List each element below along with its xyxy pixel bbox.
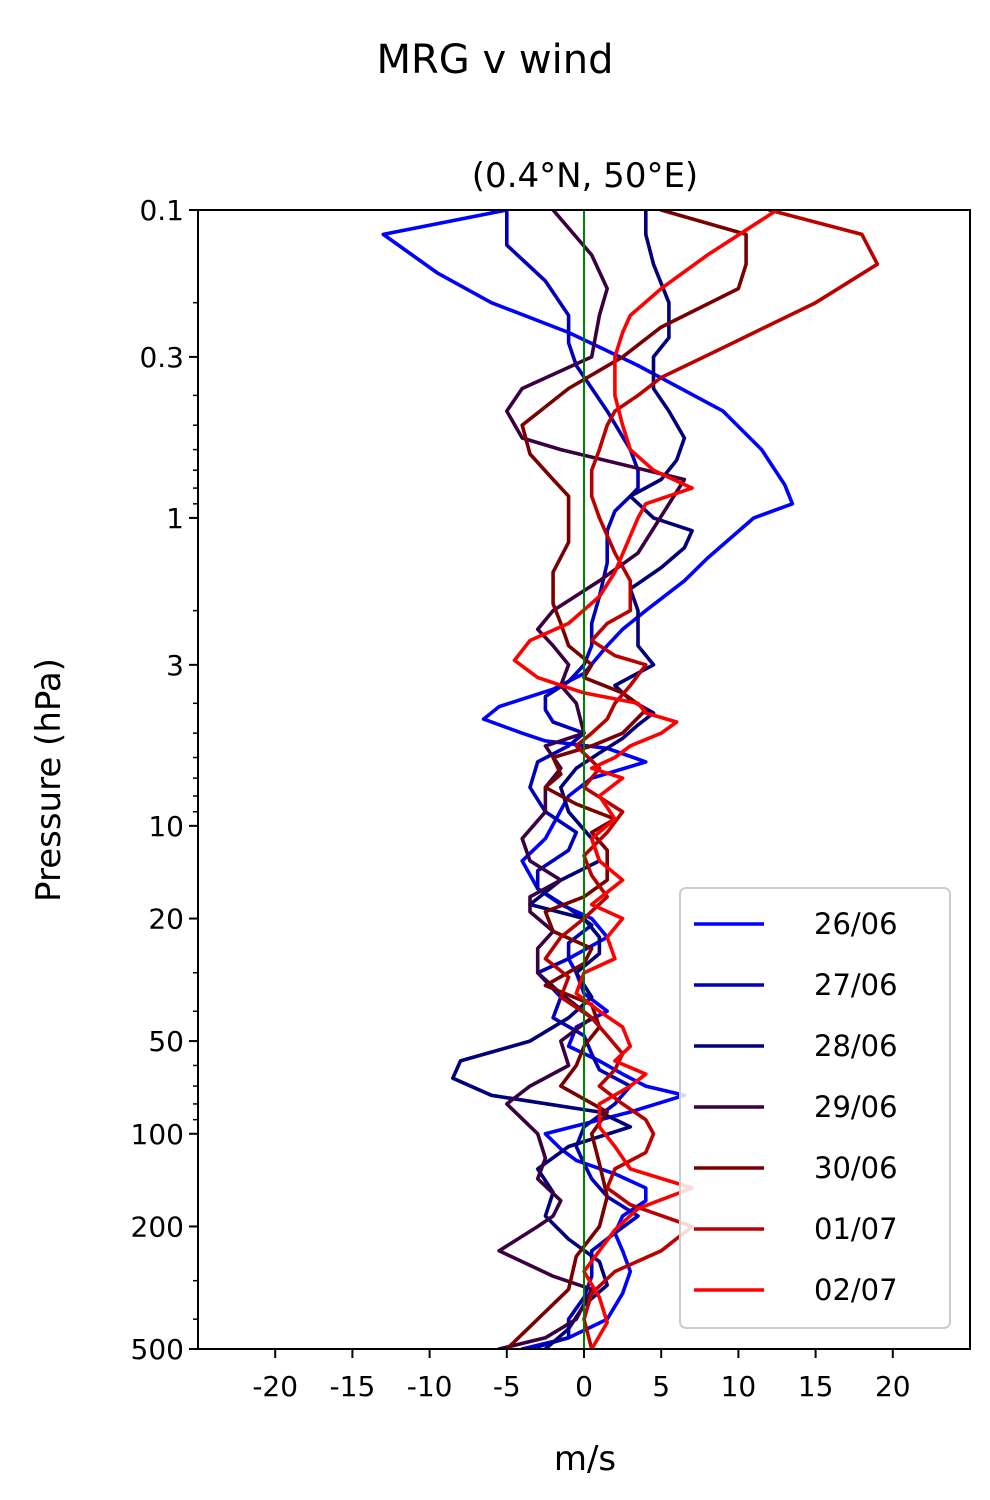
x-axis-label: m/s [554,1439,616,1479]
y-tick-label: 20 [148,903,184,936]
y-tick-label: 100 [131,1118,184,1151]
legend-label: 26/06 [814,907,898,941]
series-line-28-06 [450,210,694,1349]
x-tick-label: 10 [721,1370,757,1403]
y-tick-label: 3 [166,649,184,682]
y-tick-label: 10 [148,810,184,843]
x-tick-label: -20 [252,1370,298,1403]
x-tick-label: 5 [652,1370,670,1403]
y-tick-label: 1 [166,502,184,535]
plot-area: -20 -15 -10 -5 0 5 10 15 20 0.1 0.3 1 3 10 20 50 100 200 5… [131,194,971,1403]
x-tick-label: 0 [575,1370,593,1403]
y-tick-label: 0.1 [139,194,184,227]
legend-label: 30/06 [814,1151,898,1185]
series-line-27-06 [504,210,640,1349]
x-tick-label: 15 [798,1370,834,1403]
x-tick-label: -10 [407,1370,453,1403]
y-tick-label: 500 [131,1333,184,1366]
legend-label: 29/06 [814,1090,898,1124]
legend-label: 27/06 [814,968,898,1002]
series-line-02-07 [512,210,779,1349]
series-line-29-06 [497,210,687,1349]
y-tick-label: 200 [131,1210,184,1243]
y-tick-label: 0.3 [139,341,184,374]
y-axis-label: Pressure (hPa) [29,658,69,902]
legend-label: 01/07 [814,1212,898,1246]
legend-frame [679,887,951,1329]
legend-label: 02/07 [814,1273,898,1307]
x-tick-label: -15 [330,1370,376,1403]
x-tick-label: -5 [493,1370,521,1403]
legend-label: 28/06 [814,1029,898,1063]
series-lines [381,210,880,1349]
series-line-01-07 [543,210,880,1349]
x-tick-label: 20 [875,1370,911,1403]
figure-title: MRG v wind [377,37,614,83]
y-tick-label: 50 [148,1025,184,1058]
legend: 26/06 27/06 28/06 29/06 30/06 01/07 02/07 [679,887,951,1329]
axes-title: (0.4°N, 50°E) [472,156,698,196]
